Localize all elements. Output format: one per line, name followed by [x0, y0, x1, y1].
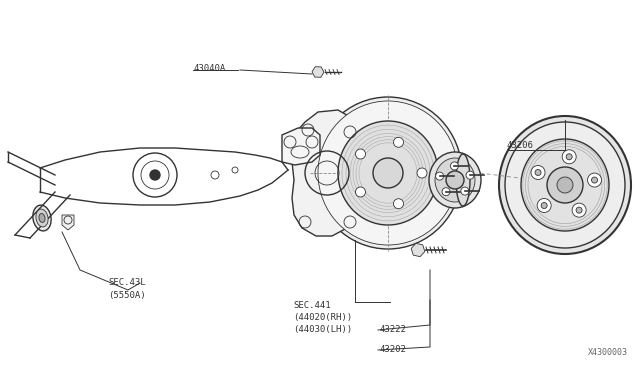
Circle shape: [442, 187, 450, 196]
Circle shape: [541, 202, 547, 208]
Circle shape: [466, 171, 474, 179]
Circle shape: [535, 170, 541, 176]
Ellipse shape: [318, 101, 458, 245]
Ellipse shape: [338, 121, 438, 225]
Circle shape: [547, 167, 583, 203]
Ellipse shape: [314, 97, 462, 249]
Circle shape: [537, 199, 551, 212]
Polygon shape: [282, 128, 320, 165]
Text: (5550A): (5550A): [108, 291, 146, 300]
Text: SEC.43L: SEC.43L: [108, 278, 146, 287]
Circle shape: [588, 173, 602, 187]
Ellipse shape: [33, 205, 51, 231]
Ellipse shape: [39, 214, 45, 222]
Circle shape: [355, 187, 365, 197]
Text: (44030(LH)): (44030(LH)): [293, 325, 352, 334]
Circle shape: [562, 150, 576, 164]
Circle shape: [531, 166, 545, 180]
Ellipse shape: [36, 209, 48, 227]
Text: 43206: 43206: [507, 141, 534, 150]
Circle shape: [436, 172, 444, 180]
Text: 43222: 43222: [380, 325, 407, 334]
Polygon shape: [62, 215, 74, 230]
Text: (44020(RH)): (44020(RH)): [293, 313, 352, 322]
Circle shape: [446, 171, 464, 189]
Circle shape: [591, 177, 598, 183]
Circle shape: [150, 170, 160, 180]
Circle shape: [394, 199, 403, 209]
Polygon shape: [292, 110, 362, 236]
Ellipse shape: [499, 116, 631, 254]
Text: X4300003: X4300003: [588, 348, 628, 357]
Circle shape: [417, 168, 427, 178]
Circle shape: [451, 162, 458, 170]
Ellipse shape: [435, 158, 475, 202]
Text: 43202: 43202: [380, 345, 407, 354]
Circle shape: [572, 203, 586, 217]
Circle shape: [373, 158, 403, 188]
Circle shape: [576, 207, 582, 213]
Circle shape: [394, 137, 403, 147]
Circle shape: [461, 187, 469, 195]
Circle shape: [557, 177, 573, 193]
Ellipse shape: [429, 152, 481, 208]
Circle shape: [566, 154, 572, 160]
Text: SEC.441: SEC.441: [293, 301, 331, 310]
Circle shape: [355, 149, 365, 159]
Text: 43040A: 43040A: [193, 64, 225, 73]
Ellipse shape: [505, 122, 625, 248]
Ellipse shape: [521, 139, 609, 231]
Ellipse shape: [456, 154, 470, 206]
